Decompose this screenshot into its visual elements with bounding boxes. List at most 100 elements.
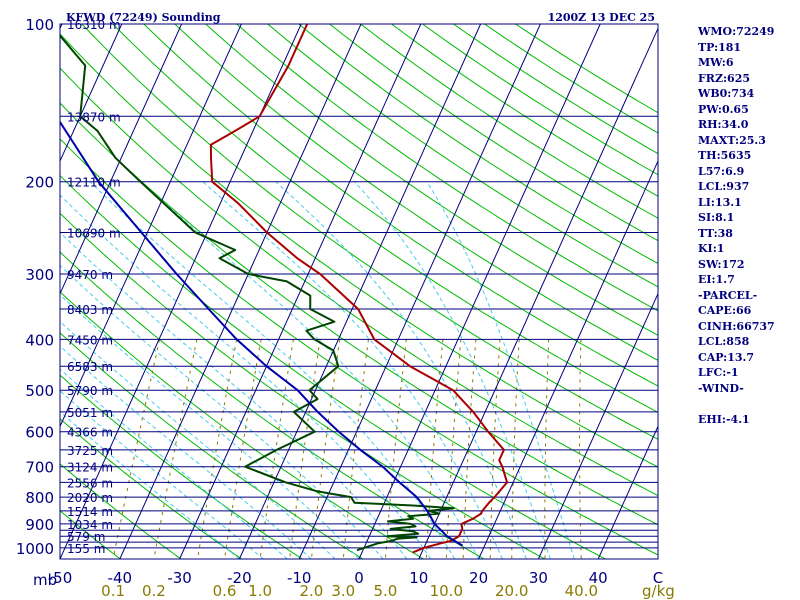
- mixing-ratio-line: [310, 339, 341, 559]
- pressure-tick-label: 700: [25, 459, 54, 477]
- index-item: L57:6.9: [698, 164, 745, 178]
- index-item: CAP:13.7: [698, 350, 755, 364]
- sounding-time: 1200Z 13 DEC 25: [548, 11, 655, 24]
- isotherm-line: [597, 425, 658, 559]
- temperature-tick-label: C: [653, 569, 663, 587]
- temperature-tick-label: 10: [409, 569, 428, 587]
- moist-adiabat-line: [60, 231, 408, 559]
- index-item: TP:181: [698, 40, 742, 54]
- isotherm-line: [0, 24, 2, 559]
- dry-adiabat-line: [205, 24, 658, 336]
- isobars: [60, 24, 658, 549]
- isotherm-line: [537, 292, 658, 559]
- isotherm-line: [238, 24, 482, 559]
- moist-adiabat-line: [60, 345, 312, 559]
- pressure-tick-label: 600: [25, 424, 54, 442]
- dry-adiabat-line: [329, 24, 658, 242]
- moist-adiabat-line: [60, 194, 432, 559]
- index-item: WB0:734: [698, 87, 755, 100]
- mixing-ratio-line: [384, 339, 407, 559]
- mixing-ratio-label: 0.1: [101, 582, 125, 600]
- mixing-ratio-line: [511, 339, 520, 559]
- dry-adiabat-line: [60, 510, 121, 559]
- temperature-axis-labels: -50 -40 -30 -20 -10 0 10 20 30 40 C: [48, 569, 663, 587]
- pressure-tick-label: 300: [25, 266, 54, 284]
- mixing-ratio-lines: [112, 339, 582, 559]
- moist-adiabat-line: [140, 181, 480, 559]
- index-item: PW:0.65: [698, 102, 749, 116]
- mixing-ratio-line: [224, 339, 262, 559]
- mixing-ratio-label: 0.6: [213, 582, 237, 600]
- index-item: LFC:-1: [698, 366, 739, 379]
- index-item: CINH:66737: [698, 319, 775, 333]
- dry-adiabat-line: [267, 24, 658, 288]
- isotherm-line: [60, 24, 123, 163]
- isotherm-line: [179, 24, 422, 559]
- pressure-axis-labels: 100 200 300 400 500 600 700 800 900 1000: [16, 16, 54, 558]
- temperature-tick-label: -10: [287, 569, 312, 587]
- index-item: SI:8.1: [698, 211, 735, 224]
- dry-adiabat-line: [81, 24, 658, 440]
- index-item: [698, 396, 798, 412]
- index-item: FRZ:625: [698, 71, 751, 85]
- height-label: 1514 m: [67, 505, 113, 519]
- mixing-ratio-line: [445, 339, 462, 559]
- dry-adiabat-line: [143, 24, 658, 387]
- pressure-tick-label: 1000: [16, 540, 54, 558]
- moist-adiabat-line: [89, 181, 456, 559]
- dry-adiabat-line: [60, 374, 303, 559]
- temperature-tick-label: 30: [529, 569, 548, 587]
- mixing-ratio-label: 2.0: [299, 582, 323, 600]
- pressure-tick-label: 900: [25, 516, 54, 534]
- mixing-ratio-label: 0.2: [142, 582, 166, 600]
- dry-adiabat-line: [298, 24, 658, 265]
- height-label: 16310 m: [67, 18, 121, 32]
- isotherm-line: [298, 24, 541, 559]
- dry-adiabat-line: [174, 24, 658, 361]
- index-item: TH:5635: [698, 149, 752, 162]
- height-label: 13870 m: [67, 110, 121, 124]
- index-item: MAXT:25.3: [698, 133, 766, 147]
- index-item: KI:1: [698, 242, 725, 255]
- height-label: 6583 m: [67, 360, 113, 374]
- height-label: 12110 m: [67, 176, 121, 190]
- mixing-ratio-labels: 0.1 0.2 0.6 1.0 2.0 3.0 5.0 10.0 20.0 40.0: [101, 582, 598, 600]
- mixing-ratio-line: [197, 339, 238, 559]
- mixing-ratio-label: 3.0: [331, 582, 355, 600]
- mixing-ratio-line: [112, 339, 161, 559]
- dry-adiabat-line: [60, 291, 424, 559]
- temperature-tick-label: 40: [589, 569, 608, 587]
- isotherm-line: [418, 27, 658, 559]
- pressure-tick-label: 400: [25, 331, 54, 349]
- mixing-ratio-label: 10.0: [430, 582, 463, 600]
- mixing-ratio-line: [259, 339, 294, 559]
- dry-adiabat-line: [60, 174, 606, 559]
- height-label: 5051 m: [67, 406, 113, 420]
- moist-adiabat-line: [202, 181, 503, 559]
- index-item: LI:13.1: [698, 195, 742, 209]
- index-item: CAPE:66: [698, 304, 752, 317]
- temperature-tick-label: 0: [354, 569, 364, 587]
- pressure-tick-label: 500: [25, 382, 54, 400]
- height-label: 155 m: [67, 542, 105, 556]
- temperature-tick-label: -40: [108, 569, 133, 587]
- dry-adiabats: [60, 24, 658, 559]
- isotherm-line: [478, 159, 658, 559]
- temperature-tick-label: 20: [469, 569, 488, 587]
- index-item: SW:172: [698, 257, 745, 271]
- dry-adiabat-line: [60, 418, 242, 559]
- mixing-ratio-unit-label: g/kg: [642, 582, 675, 600]
- moist-adiabat-line: [354, 181, 551, 559]
- dewpoint-trace: [60, 34, 455, 552]
- station-title: KFWD (72249) Sounding: [66, 11, 221, 24]
- mixing-ratio-label: 1.0: [248, 582, 272, 600]
- temperature-tick-label: -30: [167, 569, 192, 587]
- mixing-ratio-line: [544, 339, 550, 559]
- height-label: 2020 m: [67, 491, 113, 505]
- isotherm-line: [60, 24, 242, 428]
- background-lines: [0, 24, 658, 559]
- height-label: 9470 m: [67, 268, 113, 282]
- height-label: 2556 m: [67, 476, 113, 490]
- moist-adiabat-line: [60, 264, 384, 559]
- index-item: -PARCEL-: [698, 288, 758, 302]
